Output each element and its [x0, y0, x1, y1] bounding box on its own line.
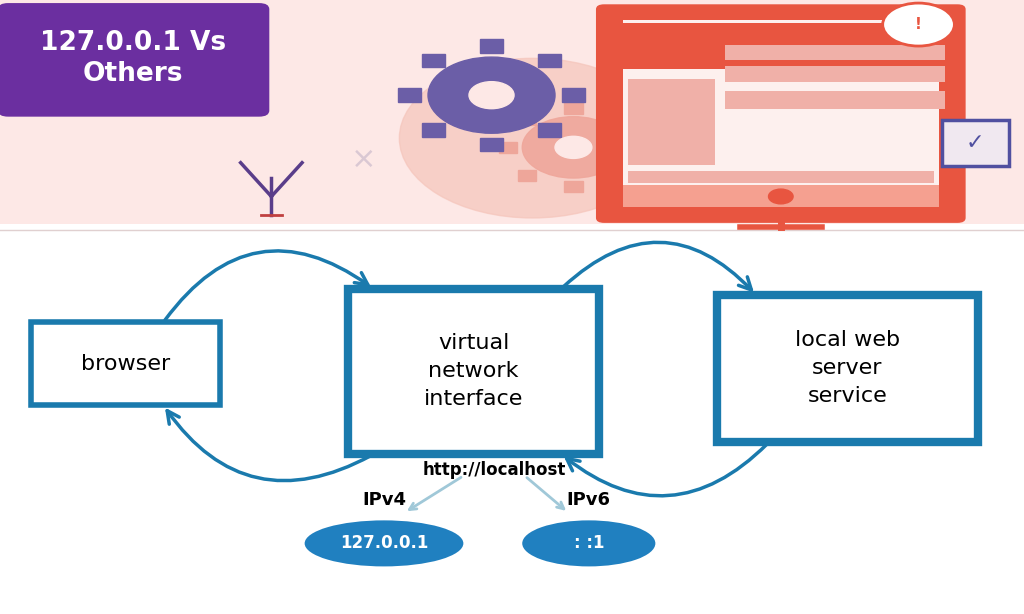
FancyBboxPatch shape [725, 91, 945, 109]
Ellipse shape [305, 521, 464, 566]
Circle shape [522, 117, 625, 178]
Bar [564, 103, 583, 114]
FancyBboxPatch shape [628, 79, 715, 165]
FancyBboxPatch shape [31, 322, 220, 405]
Text: http://localhost: http://localhost [422, 460, 566, 479]
FancyBboxPatch shape [623, 185, 939, 207]
Ellipse shape [522, 521, 655, 566]
Text: ×: × [351, 145, 376, 174]
Circle shape [883, 3, 954, 46]
Bar [480, 39, 503, 53]
FancyArrowPatch shape [167, 411, 371, 481]
Text: 127.0.0.1: 127.0.0.1 [340, 534, 428, 553]
Circle shape [399, 58, 666, 218]
FancyBboxPatch shape [717, 295, 978, 442]
FancyBboxPatch shape [942, 120, 1009, 166]
FancyBboxPatch shape [725, 66, 945, 82]
Bar [610, 169, 629, 181]
Bar [539, 123, 561, 137]
Text: 127.0.0.1 Vs
Others: 127.0.0.1 Vs Others [40, 30, 226, 87]
FancyBboxPatch shape [596, 4, 966, 223]
Bar [422, 123, 444, 137]
FancyBboxPatch shape [623, 23, 939, 69]
Bar [422, 53, 444, 67]
Text: IPv4: IPv4 [362, 491, 406, 510]
Bar [610, 114, 629, 125]
FancyBboxPatch shape [628, 171, 934, 183]
Bar [518, 169, 537, 181]
Text: local web
server
service: local web server service [795, 330, 900, 406]
Bar [480, 138, 503, 151]
Circle shape [469, 82, 514, 109]
FancyBboxPatch shape [623, 20, 939, 185]
Bar [630, 142, 648, 153]
FancyBboxPatch shape [725, 45, 945, 60]
Circle shape [768, 189, 793, 204]
FancyArrowPatch shape [410, 477, 461, 510]
Text: : :1: : :1 [573, 534, 604, 553]
Circle shape [555, 136, 592, 158]
Circle shape [428, 57, 555, 133]
FancyBboxPatch shape [348, 289, 599, 454]
Text: browser: browser [81, 354, 170, 374]
Bar [564, 181, 583, 192]
FancyArrowPatch shape [527, 478, 564, 509]
Bar [499, 142, 517, 153]
FancyBboxPatch shape [0, 0, 1024, 230]
Text: ✓: ✓ [966, 133, 985, 153]
Bar [398, 88, 421, 102]
Bar [539, 53, 561, 67]
Text: IPv6: IPv6 [567, 491, 610, 510]
FancyBboxPatch shape [0, 3, 269, 117]
FancyArrowPatch shape [165, 251, 368, 320]
FancyArrowPatch shape [563, 243, 752, 290]
Bar [562, 88, 585, 102]
FancyBboxPatch shape [0, 224, 1024, 614]
Text: !: ! [915, 17, 922, 32]
Text: virtual
network
interface: virtual network interface [424, 333, 523, 410]
FancyArrowPatch shape [566, 444, 767, 496]
Bar [518, 114, 537, 125]
